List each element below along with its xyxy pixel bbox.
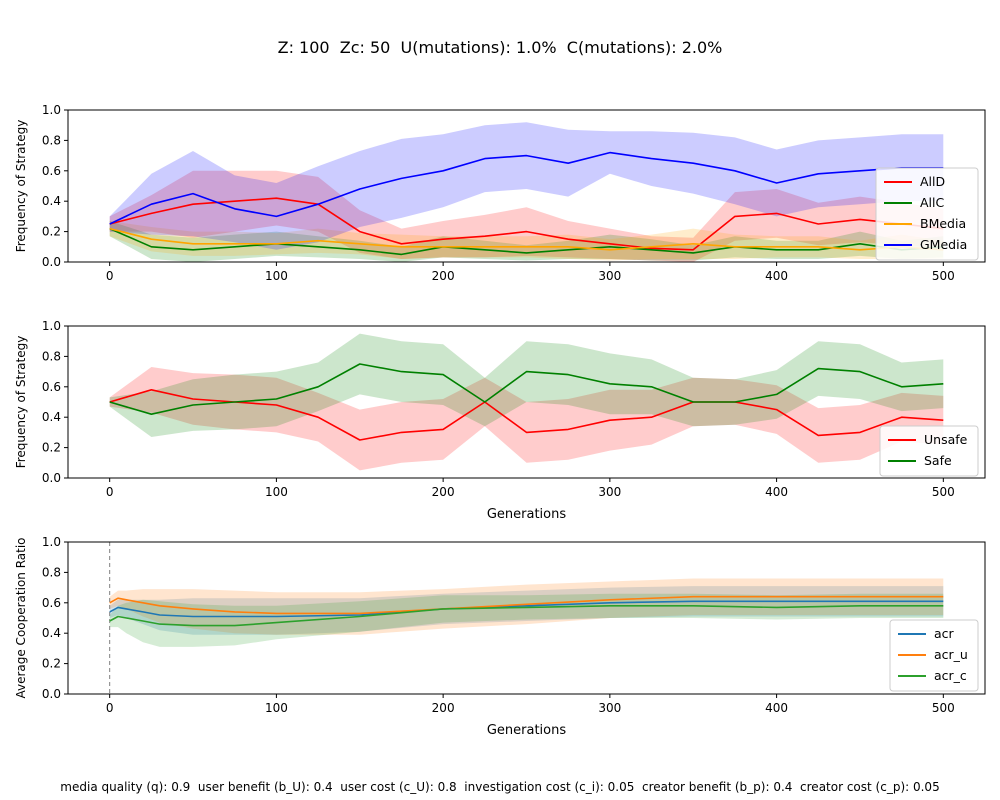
series-line-acr [109, 600, 944, 618]
y-axis-label: Frequency of Strategy [14, 336, 28, 469]
x-axis-label: Generations [487, 723, 567, 738]
figure-title: Z: 100 Zc: 50 U(mutations): 1.0% C(mutat… [277, 38, 723, 57]
y-tick-label: 0.2 [42, 657, 61, 671]
y-tick-label: 0.8 [42, 565, 61, 579]
y-tick-label: 0.4 [42, 410, 61, 424]
y-tick-label: 1.0 [42, 103, 61, 117]
y-tick-label: 1.0 [42, 535, 61, 549]
series-line-safe [109, 363, 944, 416]
x-axis-label: Generations [487, 507, 567, 522]
cooperation-ratio-panel: 0 100 200 300 400 500 0.0 0.2 0.4 0.6 0.8 1.0 Averag… [14, 535, 986, 738]
series-line-alld [109, 197, 944, 251]
y-tick-label: 0.6 [42, 380, 61, 394]
legend-box [879, 425, 979, 477]
series-line-gmedia [109, 151, 944, 225]
series-line-acr-u [109, 595, 944, 615]
series-line-bmedia [109, 227, 944, 251]
band-alld [109, 170, 944, 262]
x-tick-label: 0 [106, 485, 114, 499]
y-tick-label: 0.6 [42, 164, 61, 178]
legend: AllD AllC BMedia GMedia [875, 167, 979, 261]
legend-label-gmedia: GMedia [920, 237, 967, 252]
x-tick-label: 400 [765, 485, 788, 499]
x-tick-label: 200 [432, 485, 455, 499]
y-axis-label: Frequency of Strategy [14, 120, 28, 253]
legend-label-alld: AllD [920, 174, 945, 189]
band-allc [109, 221, 944, 262]
series-line-acr-c [109, 604, 944, 627]
legend: Unsafe Safe [879, 425, 979, 477]
legend-label-acr: acr [934, 626, 955, 641]
y-tick-label: 0.6 [42, 596, 61, 610]
y-tick-label: 0.0 [42, 255, 61, 269]
legend-label-unsafe: Unsafe [924, 432, 968, 447]
legend-label-acr-u: acr_u [934, 647, 968, 662]
series-line-unsafe [109, 388, 944, 441]
band-acr [109, 586, 944, 635]
y-tick-label: 0.4 [42, 626, 61, 640]
x-tick-label: 0 [106, 701, 114, 715]
y-tick-label: 0.2 [42, 225, 61, 239]
y-tick-label: 1.0 [42, 319, 61, 333]
axes-frame [67, 109, 986, 263]
band-unsafe [109, 367, 944, 471]
y-tick-label: 0.8 [42, 349, 61, 363]
band-gmedia [109, 122, 944, 250]
x-tick-label: 200 [432, 701, 455, 715]
y-tick-label: 0.0 [42, 687, 61, 701]
x-tick-label: 300 [598, 701, 621, 715]
x-tick-label: 400 [765, 269, 788, 283]
legend-box [889, 619, 979, 692]
legend-label-allc: AllC [920, 195, 944, 210]
x-tick-label: 100 [265, 269, 288, 283]
band-bmedia [109, 221, 944, 261]
y-tick-label: 0.8 [42, 133, 61, 147]
band-safe [109, 333, 944, 437]
legend: acr acr_u acr_c [889, 619, 979, 692]
x-tick-label: 0 [106, 269, 114, 283]
axes-frame [67, 325, 986, 479]
safety-frequency-panel: 0 100 200 300 400 500 0.0 0.2 0.4 0.6 0.8 1.0 Freque… [14, 319, 986, 522]
x-tick-label: 300 [598, 269, 621, 283]
x-tick-label: 100 [265, 485, 288, 499]
x-tick-label: 500 [932, 701, 955, 715]
x-tick-label: 100 [265, 701, 288, 715]
x-tick-label: 500 [932, 269, 955, 283]
y-tick-label: 0.4 [42, 194, 61, 208]
x-tick-label: 500 [932, 485, 955, 499]
strategy-frequency-panel: 0 100 200 300 400 500 0.0 0.2 0.4 0.6 0.8 1.0 Freque… [14, 103, 986, 283]
x-tick-label: 300 [598, 485, 621, 499]
axes-frame [67, 541, 986, 695]
series-line-allc [109, 227, 944, 256]
y-tick-label: 0.2 [42, 441, 61, 455]
y-axis-label: Average Cooperation Ratio [14, 537, 28, 698]
legend-box [875, 167, 979, 261]
x-tick-label: 200 [432, 269, 455, 283]
legend-label-safe: Safe [924, 453, 952, 468]
legend-label-acr-c: acr_c [934, 668, 967, 683]
y-tick-label: 0.0 [42, 471, 61, 485]
legend-label-bmedia: BMedia [920, 216, 966, 231]
parameter-caption: media quality (q): 0.9 user benefit (b_U… [60, 780, 940, 794]
x-tick-label: 400 [765, 701, 788, 715]
